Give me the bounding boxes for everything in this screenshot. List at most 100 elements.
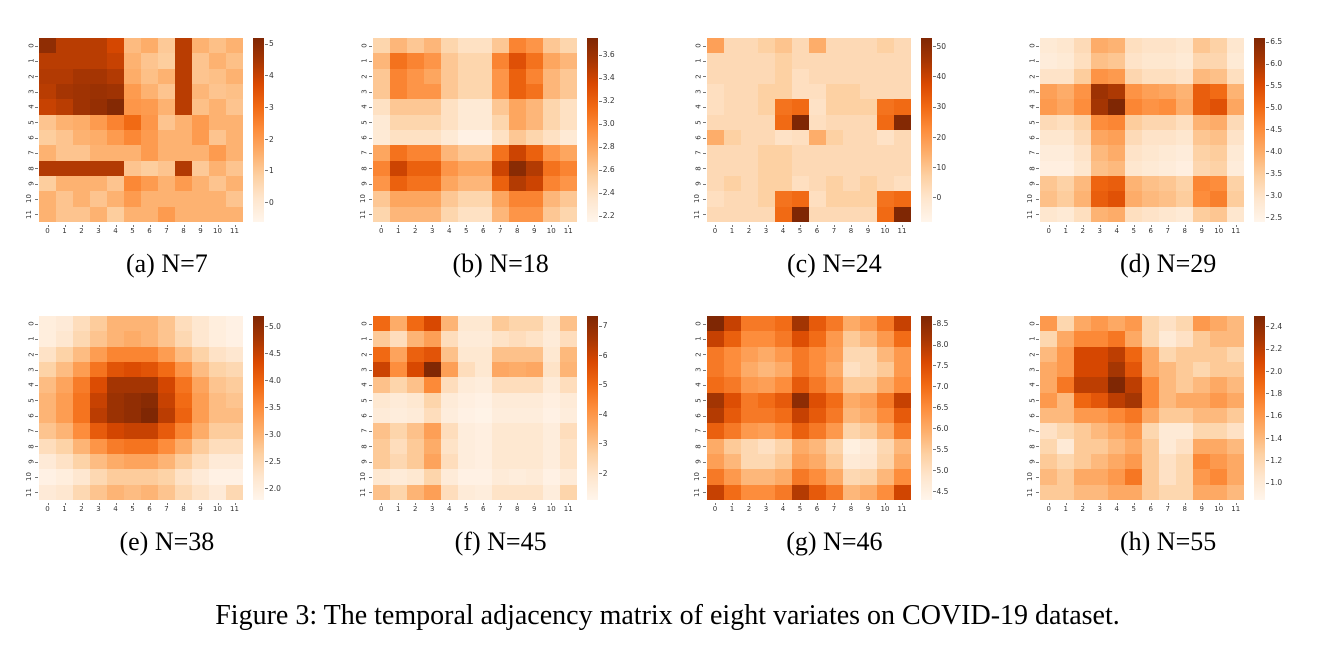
heatmap-cell bbox=[791, 99, 809, 115]
heatmap-cell bbox=[1040, 114, 1058, 130]
heatmap-matrix bbox=[1040, 316, 1245, 500]
y-tick-label: 4 bbox=[1028, 382, 1037, 388]
heatmap-cell bbox=[1176, 361, 1194, 378]
x-axis-tick-labels: 0 1 2 3 4 5 6 7 8 9 10 11 bbox=[1040, 225, 1244, 235]
heatmap-cell bbox=[90, 453, 107, 470]
heatmap-cell bbox=[859, 53, 877, 69]
heatmap-cell bbox=[372, 83, 390, 100]
heatmap-cell bbox=[808, 145, 826, 161]
heatmap-cell bbox=[723, 53, 741, 69]
heatmap-cell bbox=[440, 175, 458, 192]
y-tick-label: 10 bbox=[692, 472, 701, 482]
heatmap-cell bbox=[1159, 331, 1177, 347]
heatmap-cell bbox=[372, 99, 390, 115]
heatmap-cell bbox=[791, 114, 809, 130]
heatmap-cell bbox=[1176, 145, 1194, 161]
heatmap-cell bbox=[209, 438, 226, 454]
x-tick-label: 7 bbox=[1159, 503, 1176, 513]
heatmap-cell bbox=[406, 407, 424, 424]
heatmap-cell bbox=[440, 346, 458, 362]
heatmap-cell bbox=[124, 484, 141, 500]
heatmap-cell bbox=[893, 114, 911, 130]
heatmap-cell bbox=[1091, 129, 1109, 146]
y-tick-label: 1 bbox=[694, 58, 703, 64]
heatmap-cell bbox=[1125, 53, 1143, 69]
colorbar-tick-mark bbox=[265, 461, 268, 463]
heatmap-cell bbox=[542, 392, 560, 408]
heatmap-cell bbox=[423, 407, 441, 424]
heatmap-cell bbox=[723, 346, 741, 362]
heatmap-cell bbox=[706, 53, 724, 69]
heatmap-cell bbox=[440, 316, 458, 332]
colorbar-tick-label: 2.8 bbox=[602, 142, 615, 152]
y-tick: 8 bbox=[1019, 161, 1040, 176]
heatmap-cell bbox=[491, 361, 509, 378]
heatmap-cell bbox=[39, 68, 56, 84]
heatmap-cell bbox=[90, 191, 107, 207]
heatmap-cell bbox=[73, 114, 90, 130]
x-tick-label: 6 bbox=[141, 225, 158, 235]
heatmap-cell bbox=[893, 377, 911, 393]
x-tick-label: 1 bbox=[1057, 503, 1074, 513]
colorbar-tick-mark bbox=[1266, 107, 1270, 109]
y-tick: 7 bbox=[18, 423, 38, 438]
heatmap-cell bbox=[1074, 145, 1092, 161]
colorbar-tick-mark bbox=[265, 434, 268, 436]
y-tick: 8 bbox=[18, 161, 38, 176]
x-axis-tick-labels: 0 1 2 3 4 5 6 7 8 9 10 11 bbox=[1040, 503, 1244, 513]
heatmap-cell bbox=[491, 392, 509, 408]
heatmap-cell bbox=[124, 438, 141, 454]
colorbar-tick: 4.0 bbox=[265, 377, 281, 385]
heatmap-cell bbox=[440, 423, 458, 439]
heatmap-cell bbox=[1074, 316, 1092, 332]
heatmap-cell bbox=[1108, 160, 1126, 176]
y-tick: 4 bbox=[18, 377, 38, 392]
heatmap-cell bbox=[508, 346, 526, 362]
colorbar-tick: 4.5 bbox=[1266, 126, 1282, 134]
y-tick: 2 bbox=[18, 69, 38, 84]
heatmap-cell bbox=[508, 99, 526, 115]
heatmap-cell bbox=[525, 469, 543, 485]
heatmap-cell bbox=[107, 316, 124, 332]
colorbar-tick-mark bbox=[598, 413, 602, 415]
y-tick: 5 bbox=[686, 393, 706, 408]
heatmap-cell bbox=[859, 160, 877, 176]
heatmap-cell bbox=[842, 160, 860, 176]
heatmap-cell bbox=[39, 331, 56, 347]
y-tick: 1 bbox=[1019, 331, 1040, 346]
colorbar-tick-mark bbox=[1266, 41, 1270, 43]
heatmap-cell bbox=[1040, 361, 1058, 378]
heatmap-cell bbox=[1091, 453, 1109, 470]
colorbar-tick-label: 2.4 bbox=[1270, 322, 1283, 332]
heatmap-cell bbox=[73, 316, 90, 332]
heatmap-cell bbox=[226, 53, 243, 69]
y-tick-label: 6 bbox=[361, 413, 370, 418]
heatmap-cell bbox=[423, 114, 441, 130]
heatmap-plot: 0 1 2 3 4 5 6 7 8 9 10 11 0 1 2 3 4 5 6 7 8 9 10 11 2.4 2.2 2.0 1.8… bbox=[1001, 286, 1335, 520]
heatmap-cell bbox=[525, 129, 543, 146]
heatmap-cell bbox=[1176, 469, 1194, 485]
heatmap-cell bbox=[842, 453, 860, 470]
heatmap-cell bbox=[525, 423, 543, 439]
heatmap-cell bbox=[1210, 423, 1228, 439]
x-tick-label: 2 bbox=[407, 225, 424, 235]
colorbar-tick-mark bbox=[932, 365, 936, 367]
y-axis-tick-labels: 0 1 2 3 4 5 6 7 8 9 10 11 bbox=[1019, 38, 1040, 222]
heatmap-cell bbox=[859, 484, 877, 500]
heatmap-cell bbox=[406, 423, 424, 439]
heatmap-cell bbox=[1227, 99, 1245, 115]
heatmap-cell bbox=[1227, 145, 1245, 161]
y-tick-label: 6 bbox=[1028, 413, 1037, 418]
heatmap-cell bbox=[757, 423, 775, 439]
heatmap-cell bbox=[893, 99, 911, 115]
heatmap-cell bbox=[1040, 469, 1058, 485]
y-tick: 9 bbox=[18, 176, 38, 191]
heatmap-cell bbox=[706, 38, 724, 54]
heatmap-cell bbox=[1057, 377, 1075, 393]
x-tick-label: 6 bbox=[1142, 503, 1159, 513]
heatmap-cell bbox=[141, 114, 158, 130]
y-tick: 10 bbox=[686, 469, 706, 484]
heatmap-cell bbox=[791, 346, 809, 362]
heatmap-cell bbox=[508, 83, 526, 100]
heatmap-cell bbox=[175, 316, 192, 332]
